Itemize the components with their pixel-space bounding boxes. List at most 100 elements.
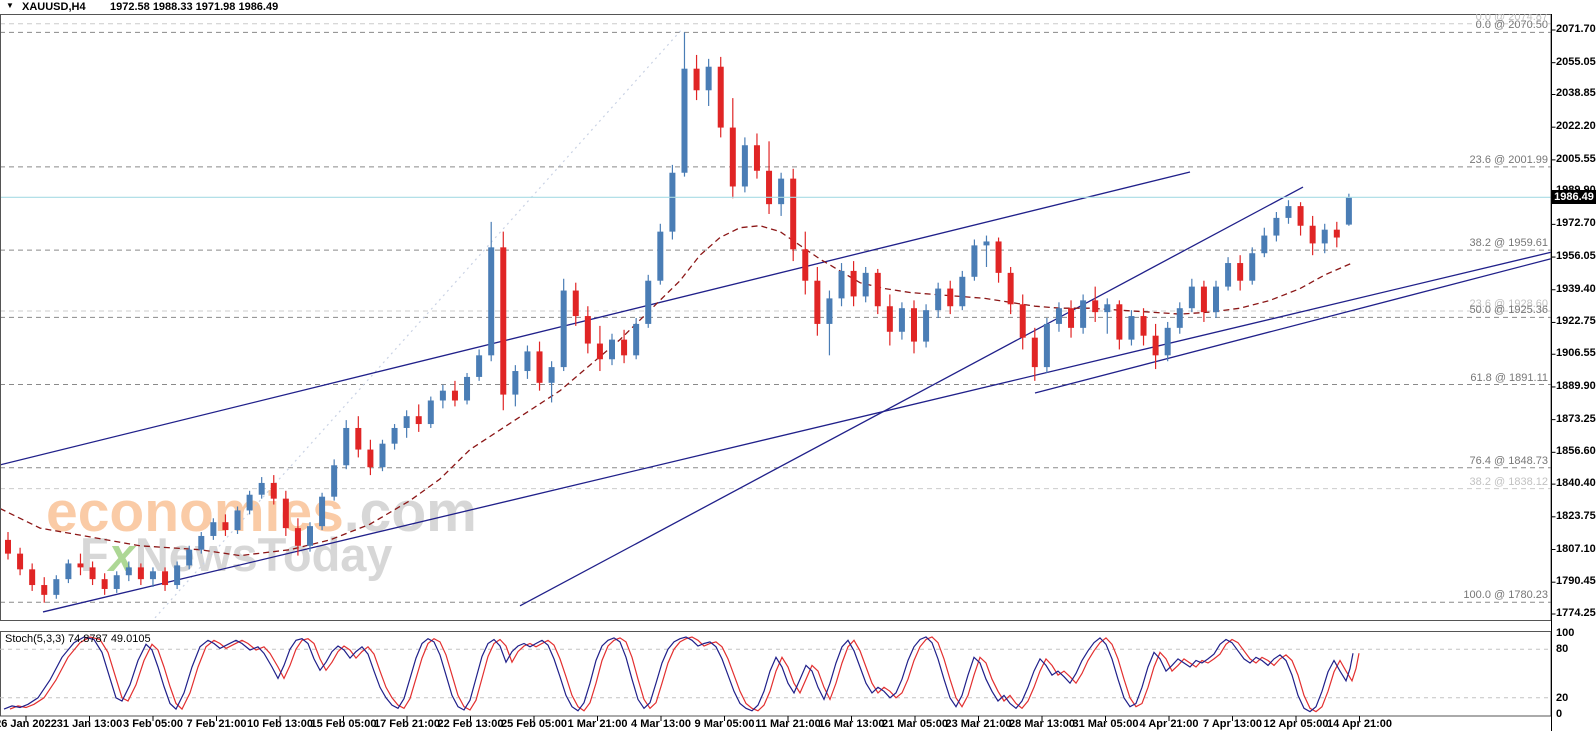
candle-body: [391, 427, 398, 444]
price-axis-label: 1873.25: [1556, 412, 1596, 425]
current-price-box: 1986.49: [1552, 190, 1596, 205]
price-axis-label: 1823.75: [1556, 509, 1596, 522]
candle-body: [512, 371, 519, 395]
candle-body: [923, 310, 930, 342]
candle-body: [705, 66, 712, 91]
candle-body: [766, 170, 773, 205]
candle-body: [198, 535, 205, 550]
candle-body: [174, 565, 181, 586]
candle-body: [1333, 229, 1340, 238]
time-axis-label: 7 Apr 13:00: [1203, 718, 1262, 730]
candle-body: [609, 339, 615, 360]
candle-body: [137, 567, 144, 580]
candle-body: [246, 494, 253, 511]
candle-body: [1068, 308, 1075, 328]
time-axis-label: 26 Jan 2022: [0, 718, 57, 730]
candle-body: [294, 528, 301, 546]
candle-body: [1273, 217, 1280, 236]
time-axis-label: 31 Jan 13:00: [56, 718, 123, 730]
candle-body: [427, 400, 434, 425]
candle-body: [403, 416, 410, 428]
candle-body: [1213, 286, 1219, 313]
moving-average-line: [0, 225, 1353, 557]
price-axis-label: 1956.05: [1556, 250, 1596, 263]
time-axis-label: 31 Mar 05:00: [1072, 718, 1139, 730]
candle-body: [536, 351, 543, 383]
candle-body: [222, 522, 229, 531]
chart-title-bar: ▼ XAUUSD,H4 1972.58 1988.33 1971.98 1986…: [0, 0, 1596, 14]
candle-body: [1321, 229, 1328, 244]
candle-body: [1140, 316, 1147, 336]
time-axis-label: 15 Feb 05:00: [310, 718, 377, 730]
candle-body: [1188, 286, 1195, 309]
time-axis-label: 17 Feb 21:00: [373, 718, 441, 730]
candle-body: [850, 270, 857, 297]
candle-body: [331, 465, 338, 497]
candle-body: [621, 339, 628, 356]
time-axis-label: 11 Mar 21:00: [755, 718, 821, 730]
candle-body: [826, 298, 833, 324]
candlesticks: [5, 32, 1352, 603]
dotted-guide-line[interactable]: [154, 27, 684, 619]
price-axis-label: 1840.40: [1556, 477, 1596, 490]
fib-level-label: 0.0 @ 2070.50: [1475, 19, 1548, 32]
candle-body: [258, 482, 265, 495]
candle-body: [379, 443, 386, 468]
candle-body: [319, 496, 326, 527]
candle-body: [282, 498, 289, 529]
candle-body: [53, 579, 60, 595]
candle-body: [464, 376, 471, 401]
candle-body: [1297, 206, 1304, 226]
candle-body: [1176, 308, 1183, 328]
candle-body: [367, 449, 374, 468]
candle-body: [560, 290, 567, 368]
candle-body: [1285, 206, 1292, 218]
price-axis-label: 2055.05: [1556, 55, 1596, 68]
candle-body: [65, 563, 72, 580]
candle-body: [548, 367, 555, 383]
symbol-timeframe-label: XAUUSD,H4: [22, 1, 86, 13]
candle-body: [524, 351, 531, 372]
candle-body: [596, 343, 603, 360]
candle-body: [17, 553, 24, 570]
trendline[interactable]: [1034, 258, 1552, 394]
candle-body: [1031, 337, 1038, 368]
trendline[interactable]: [519, 186, 1304, 607]
time-axis-label: 10 Feb 13:00: [246, 718, 314, 730]
trendline[interactable]: [0, 171, 1191, 466]
fib-level-label: 76.4 @ 1848.73: [1469, 454, 1548, 467]
stoch-signal-line: [9, 636, 1360, 713]
candle-body: [693, 68, 700, 91]
candle-body: [89, 567, 96, 580]
price-axis-label: 1939.40: [1556, 282, 1596, 295]
time-axis-label: 7 Feb 21:00: [186, 718, 247, 730]
time-axis-label: 23 Mar 21:00: [945, 718, 1012, 730]
candle-body: [1019, 304, 1026, 338]
candle-body: [1128, 316, 1135, 340]
price-axis-label: 1906.55: [1556, 347, 1596, 360]
candle-body: [1225, 263, 1232, 287]
candle-body: [270, 482, 277, 499]
time-axis-label: 16 Mar 13:00: [818, 718, 885, 730]
candle-body: [476, 355, 483, 377]
indicator-axis-label: 20: [1556, 691, 1569, 704]
candle-body: [838, 270, 845, 299]
candle-body: [162, 571, 169, 586]
price-axis-label: 1856.60: [1556, 445, 1596, 458]
candle-body: [1055, 308, 1062, 324]
candle-body: [947, 288, 954, 307]
candle-body: [971, 245, 978, 277]
candle-body: [935, 288, 942, 311]
candle-body: [657, 231, 664, 281]
trendline[interactable]: [42, 251, 1552, 613]
time-axis-label: 25 Feb 05:00: [500, 718, 568, 730]
stoch-main-line: [3, 636, 1354, 713]
candle-body: [572, 290, 579, 317]
candle-body: [681, 68, 688, 173]
price-axis-label: 2038.85: [1556, 87, 1596, 100]
chevron-down-icon[interactable]: ▼: [6, 1, 14, 10]
candle-body: [1164, 327, 1171, 356]
fib-level-label: 38.2 @ 1959.61: [1469, 237, 1548, 250]
